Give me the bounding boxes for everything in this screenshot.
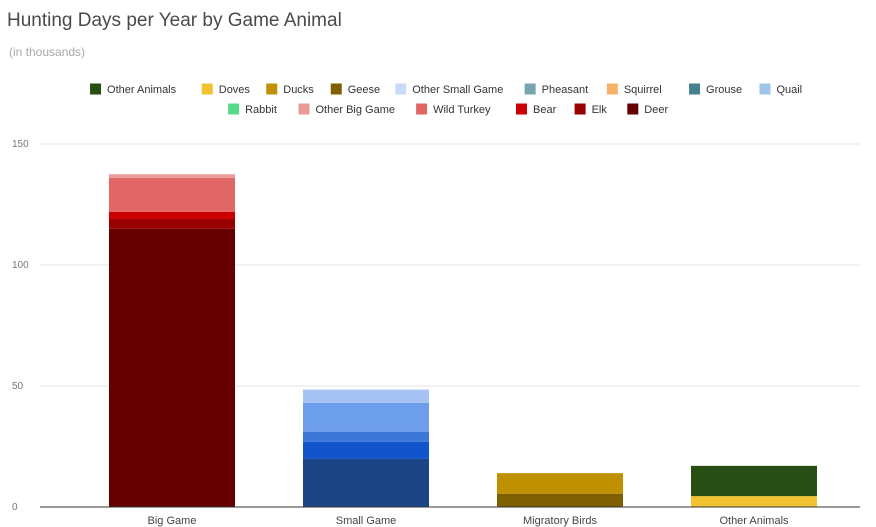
legend-item-quail: Quail	[759, 83, 802, 96]
x-category-label: Other Animals	[719, 515, 789, 527]
y-tick-label: 150	[12, 139, 29, 150]
legend-item-ducks: Ducks	[266, 83, 314, 96]
legend-swatch	[90, 83, 102, 95]
legend-label: Doves	[219, 84, 251, 96]
legend-label: Rabbit	[245, 104, 277, 116]
legend-item-rabbit: Rabbit	[228, 103, 277, 116]
legend-label: Other Small Game	[412, 84, 503, 96]
legend-item-other-big-game: Other Big Game	[298, 103, 395, 116]
legend-item-elk: Elk	[574, 103, 608, 116]
legend-label: Geese	[348, 84, 380, 96]
legend-item-squirrel: Squirrel	[606, 83, 662, 96]
chart-subtitle: (in thousands)	[9, 45, 86, 59]
legend-label: Bear	[533, 104, 557, 116]
legend-item-bear: Bear	[516, 103, 557, 116]
legend-label: Other Animals	[107, 84, 177, 96]
legend-label: Ducks	[283, 84, 314, 96]
legend-item-deer: Deer	[627, 103, 668, 116]
legend-swatch	[606, 83, 618, 95]
legend-label: Elk	[592, 104, 608, 116]
legend-swatch	[627, 103, 639, 115]
legend-swatch	[298, 103, 310, 115]
legend-label: Pheasant	[542, 84, 588, 96]
y-tick-label: 50	[12, 381, 24, 392]
y-tick-label: 0	[12, 502, 18, 513]
legend-swatch	[201, 83, 213, 95]
legend-label: Grouse	[706, 84, 742, 96]
bar-segment-other-animals-doves	[691, 496, 817, 507]
bar-segment-migratory-birds-ducks	[497, 473, 623, 494]
y-tick-label: 100	[12, 260, 29, 271]
legend: Other Animals Doves Ducks Geese Other Small …	[90, 83, 802, 116]
legend-item-wild-turkey: Wild Turkey	[416, 103, 491, 116]
legend-swatch	[524, 83, 536, 95]
bar-segment-big-game-other-big-game	[109, 174, 235, 178]
legend-item-geese: Geese	[330, 83, 380, 96]
x-category-label: Migratory Birds	[523, 515, 597, 527]
legend-swatch	[330, 83, 342, 95]
legend-item-pheasant: Pheasant	[524, 83, 588, 96]
legend-swatch	[689, 83, 701, 95]
legend-swatch	[516, 103, 527, 115]
legend-label: Wild Turkey	[433, 104, 491, 116]
legend-swatch	[266, 83, 278, 95]
legend-label: Squirrel	[624, 84, 662, 96]
bar-segment-small-game	[303, 402, 429, 432]
bar-segment-migratory-birds-geese	[497, 493, 623, 507]
legend-swatch	[416, 103, 428, 115]
legend-label: Deer	[644, 104, 668, 116]
legend-swatch	[228, 103, 240, 115]
bar-segment-small-game	[303, 441, 429, 459]
legend-swatch	[395, 83, 407, 95]
legend-item-grouse: Grouse	[689, 83, 742, 96]
chart-title: Hunting Days per Year by Game Animal	[7, 10, 342, 31]
bar-segment-big-game-elk	[109, 219, 235, 229]
legend-item-other-animals: Other Animals	[90, 83, 177, 96]
legend-swatch	[574, 103, 586, 115]
legend-item-other-small-game: Other Small Game	[395, 83, 503, 96]
bar-segment-big-game-deer	[109, 228, 235, 507]
bar-segment-big-game-bear	[109, 211, 235, 220]
bar-segment-small-game	[303, 431, 429, 442]
bar-segment-other-animals-other-animals	[691, 465, 817, 497]
bar-segment-small-game	[303, 458, 429, 507]
legend-label: Other Big Game	[316, 104, 395, 116]
x-category-label: Big Game	[148, 515, 197, 527]
x-category-label: Small Game	[336, 515, 397, 527]
legend-swatch	[759, 83, 771, 95]
bars-group	[109, 174, 817, 507]
legend-label: Quail	[776, 84, 802, 96]
legend-item-doves: Doves	[201, 83, 251, 96]
axis-group: 0 50 100 150 Big Game Small Game Migratory Bir…	[12, 139, 860, 527]
bar-segment-big-game-wild-turkey	[109, 177, 235, 212]
bar-segment-small-game	[303, 389, 429, 403]
